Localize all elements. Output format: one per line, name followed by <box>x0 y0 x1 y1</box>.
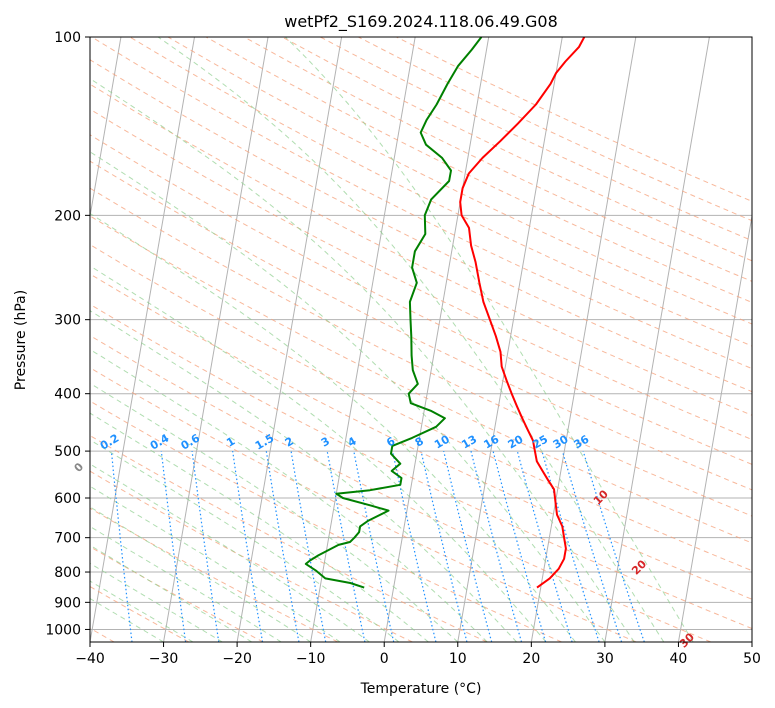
isotherm-line <box>90 37 122 220</box>
y-tick-label: 300 <box>54 313 81 329</box>
x-tick-label: −40 <box>75 651 105 667</box>
mixing-ratio-line <box>582 450 645 642</box>
mixing-ratio-line <box>492 450 547 642</box>
x-tick-label: 50 <box>743 651 761 667</box>
isotherm-line <box>383 37 490 642</box>
x-tick-label: −20 <box>222 651 252 667</box>
plot-frame <box>89 36 753 643</box>
dry-adiabat-line <box>90 507 339 642</box>
dry-adiabat-line <box>90 303 752 630</box>
dry-adiabat-line <box>167 37 752 325</box>
mixing-ratio-line <box>110 451 133 642</box>
x-tick-label: 20 <box>522 651 540 667</box>
dry-adiabat-line <box>90 108 752 441</box>
x-tick-label: 40 <box>670 651 688 667</box>
isotherm-line <box>163 37 269 642</box>
profile-lines <box>304 37 586 589</box>
mixing-ratio-line <box>420 450 468 642</box>
mixing-ratio-line <box>561 450 623 642</box>
x-tick-label: 10 <box>449 651 467 667</box>
isotherm-line <box>457 37 563 642</box>
dry-adiabat-line <box>90 215 752 544</box>
dry-adiabat-line <box>91 37 752 370</box>
isotherm-line <box>236 37 343 642</box>
moist-adiabat-line <box>90 412 429 642</box>
x-axis-ticks: −40 −30 −20 −10 0 10 20 30 40 50 <box>75 642 761 667</box>
y-tick-label: 200 <box>54 208 81 224</box>
isotherm-line <box>604 37 710 642</box>
moist-adiabat-line <box>157 37 665 642</box>
x-tick-label: 0 <box>380 651 389 667</box>
x-tick-label: 30 <box>596 651 614 667</box>
background-lines <box>90 37 752 642</box>
x-axis-label: Temperature (°C) <box>360 681 482 697</box>
mixing-ratio-line <box>470 450 523 642</box>
temperature-profile-line <box>459 37 586 589</box>
y-tick-label: 700 <box>54 531 81 547</box>
dry-adiabat-line <box>90 434 488 642</box>
y-tick-label: 400 <box>54 387 81 403</box>
y-tick-label: 600 <box>54 491 81 507</box>
moist-adiabat-line <box>90 544 253 642</box>
moist-adiabat-line <box>90 439 400 642</box>
x-tick-label: −10 <box>296 651 326 667</box>
mixing-ratio-line <box>392 450 437 642</box>
mixing-ratio-line <box>232 451 264 642</box>
y-tick-label: 100 <box>54 30 81 46</box>
isotherm-line <box>90 37 195 642</box>
mixing-ratio-line <box>541 450 600 642</box>
dry-adiabat-line <box>90 400 562 642</box>
isotherm-line <box>310 37 416 642</box>
isotherm-line <box>677 213 752 642</box>
chart-title: wetPf2_S169.2024.118.06.49.G08 <box>284 12 558 32</box>
mixing-ratio-line <box>516 450 573 642</box>
x-tick-label: −30 <box>149 651 179 667</box>
mixing-ratio-line <box>443 450 493 642</box>
dry-adiabat-line <box>90 160 752 491</box>
moist-adiabat-line <box>90 265 547 642</box>
y-axis-ticks: 100 200 300 400 500 600 700 800 900 1000 <box>45 30 90 638</box>
y-tick-label: 800 <box>54 565 81 581</box>
moist-adiabat-line <box>90 151 606 642</box>
dry-adiabat-line <box>243 37 752 282</box>
y-tick-label: 500 <box>54 444 81 460</box>
plot-area <box>90 37 752 642</box>
dry-adiabat-line <box>90 244 752 572</box>
mixing-ratio-line <box>160 451 187 642</box>
dry-adiabat-line <box>90 273 752 600</box>
moist-adiabat-line <box>90 382 459 642</box>
moist-adiabat-line <box>90 562 223 642</box>
moist-adiabat-line <box>90 310 517 642</box>
mixing-ratio-line <box>326 450 366 642</box>
moist-adiabat-line <box>90 525 282 642</box>
moist-adiabat-line <box>90 506 311 642</box>
y-tick-label: 1000 <box>45 622 81 638</box>
dewpoint-profile-line <box>304 37 483 589</box>
mixing-ratio-line <box>353 450 395 642</box>
dry-adiabat-line <box>90 59 752 393</box>
mixing-ratio-line <box>191 451 220 642</box>
y-tick-label: 900 <box>54 595 81 611</box>
moist-adiabat-line <box>284 37 694 642</box>
y-axis-label: Pressure (hPa) <box>13 290 29 390</box>
dry-adiabat-line <box>90 470 413 642</box>
isotherm-line <box>530 37 637 642</box>
